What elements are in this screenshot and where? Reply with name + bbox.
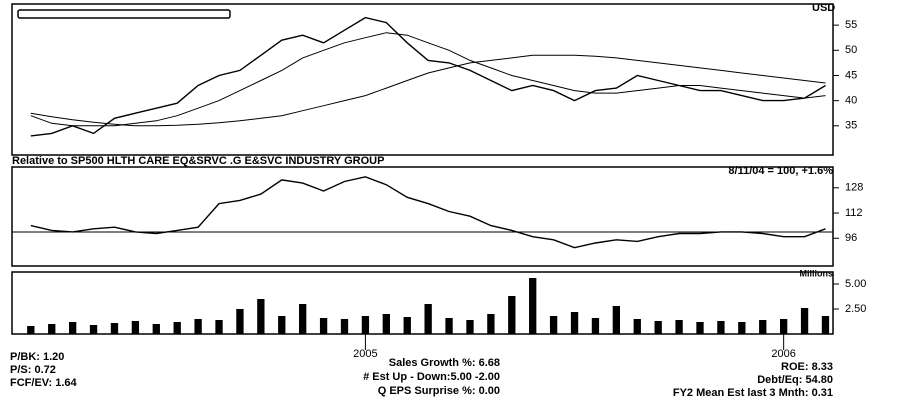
y-tick-label: 40 (845, 95, 857, 107)
volume-bar (466, 320, 474, 334)
volume-bar (529, 278, 537, 334)
volume-bar (27, 326, 35, 334)
y-tick-label: 96 (845, 232, 857, 244)
volume-bar (717, 321, 725, 334)
relative-frame (11, 166, 834, 267)
volume-bar (48, 324, 56, 334)
stat: Q EPS Surprise %: 0.00 (378, 385, 500, 397)
volume-bar (319, 318, 328, 334)
panel-title: Relative to SP500 HLTH CARE EQ&SRVC .G E… (12, 155, 384, 167)
volume-bar (779, 319, 788, 334)
volume-bar (591, 318, 600, 334)
volume-bar (424, 304, 432, 334)
y-tick-label: 128 (845, 182, 863, 194)
volume-bar (445, 318, 453, 334)
y-tick-label: 45 (845, 69, 857, 81)
series-line (30, 16, 826, 137)
volume-bar (654, 321, 662, 334)
legend-box (17, 9, 231, 19)
y-tick-label: 50 (845, 44, 857, 56)
volume-bar (696, 322, 704, 334)
volume-frame (11, 271, 834, 335)
volume-bar (570, 312, 579, 334)
stat: Sales Growth %: 6.68 (389, 357, 500, 369)
y-tick-label: 55 (845, 19, 857, 31)
stat: # Est Up - Down:5.00 -2.00 (363, 371, 500, 383)
annotation: 8/11/04 = 100, +1.6% (728, 165, 833, 177)
stat: FY2 Mean Est last 3 Mnth: 0.31 (673, 387, 833, 399)
y-tick-label: 35 (845, 120, 857, 132)
volume-bar (236, 309, 244, 334)
volume-bar (382, 314, 390, 334)
series-line (30, 32, 826, 127)
volume-bar (173, 322, 181, 334)
volume-bar (299, 304, 307, 334)
axis-unit: USD (812, 2, 835, 14)
series-line (30, 176, 826, 249)
volume-bar (549, 316, 558, 334)
x-tick-label: 2005 (353, 348, 377, 360)
volume-bar (508, 296, 516, 334)
volume-bar (821, 316, 830, 334)
volume-bar (738, 322, 746, 334)
stat: FCF/EV: 1.64 (10, 377, 78, 389)
y-tick-label: 112 (845, 207, 863, 219)
volume-bar (487, 314, 495, 334)
volume-bar (215, 320, 223, 334)
volume-bar (361, 316, 370, 334)
volume-bar (194, 319, 202, 334)
series-line (30, 54, 826, 127)
y-tick-label: 2.50 (845, 303, 866, 315)
volume-bar (800, 308, 809, 334)
stat: Debt/Eq: 54.80 (757, 374, 833, 386)
price-frame (11, 3, 834, 156)
volume-bar (89, 325, 98, 334)
volume-bar (759, 320, 767, 334)
volume-bar (403, 317, 411, 334)
x-tick-label: 2006 (771, 348, 795, 360)
volume-bar (68, 322, 77, 334)
volume-bar (612, 306, 621, 334)
volume-bar (633, 319, 641, 334)
axis-unit: Millions (800, 268, 834, 278)
volume-bar (257, 299, 265, 334)
stat: P/BK: 1.20 (10, 351, 64, 363)
y-tick-label: 5.00 (845, 278, 866, 290)
volume-bar (110, 323, 119, 334)
volume-bar (131, 321, 140, 334)
stat: P/S: 0.72 (10, 364, 56, 376)
volume-bar (340, 319, 349, 334)
volume-bar (152, 324, 160, 334)
volume-bar (675, 320, 683, 334)
stat: ROE: 8.33 (781, 361, 833, 373)
volume-bar (278, 316, 286, 334)
